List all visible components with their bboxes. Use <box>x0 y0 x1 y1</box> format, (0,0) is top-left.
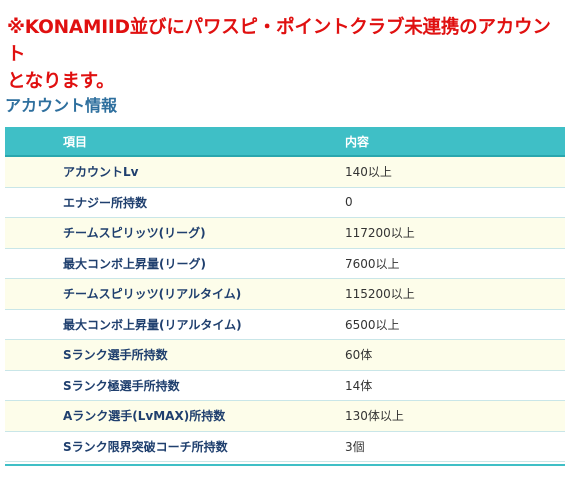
row-item: エナジー所持数 <box>5 187 285 218</box>
table-row: チームスピリッツ(リアルタイム) 115200以上 <box>5 278 565 310</box>
table-row: チームスピリッツ(リーグ) 117200以上 <box>5 217 565 249</box>
notice-line-2: となります。 <box>7 71 115 92</box>
row-value: 6500以上 <box>285 309 565 340</box>
row-item: Sランク極選手所持数 <box>5 370 285 401</box>
row-item: Sランク選手所持数 <box>5 339 285 371</box>
row-item: Aランク選手(LvMAX)所持数 <box>5 400 285 432</box>
row-value: 60体 <box>285 339 565 371</box>
row-value: 130体以上 <box>285 400 565 432</box>
row-item: チームスピリッツ(リアルタイム) <box>5 278 285 310</box>
table-row: Sランク選手所持数 60体 <box>5 339 565 371</box>
row-value: 117200以上 <box>285 217 565 249</box>
row-item: チームスピリッツ(リーグ) <box>5 217 285 249</box>
row-item: 最大コンボ上昇量(リーグ) <box>5 248 285 279</box>
header-value: 内容 <box>285 127 565 157</box>
row-item: 最大コンボ上昇量(リアルタイム) <box>5 309 285 340</box>
table-row: アカウントLv 140以上 <box>5 156 565 188</box>
header-item: 項目 <box>5 127 285 157</box>
section-title: アカウント情報 <box>5 96 118 115</box>
table-bottom-divider <box>5 464 565 466</box>
table-row: Aランク選手(LvMAX)所持数 130体以上 <box>5 400 565 432</box>
row-value: 14体 <box>285 370 565 401</box>
row-value: 7600以上 <box>285 248 565 279</box>
row-item: アカウントLv <box>5 156 285 188</box>
account-notice: ※KONAMIID並びにパワスピ・ポイントクラブ未連携のアカウント となります。 <box>7 14 567 95</box>
account-info-table: 項目 内容 アカウントLv 140以上 エナジー所持数 0 チームスピリッツ(リ… <box>5 127 565 466</box>
notice-line-1: ※KONAMIID並びにパワスピ・ポイントクラブ未連携のアカウント <box>7 17 551 65</box>
row-item: Sランク限界突破コーチ所持数 <box>5 431 285 462</box>
table-row: 最大コンボ上昇量(リーグ) 7600以上 <box>5 248 565 279</box>
row-value: 115200以上 <box>285 278 565 310</box>
row-value: 140以上 <box>285 156 565 188</box>
row-value: 3個 <box>285 431 565 462</box>
table-row: Sランク極選手所持数 14体 <box>5 370 565 401</box>
table-row: Sランク限界突破コーチ所持数 3個 <box>5 431 565 462</box>
table-header-row: 項目 内容 <box>5 127 565 157</box>
table-row: 最大コンボ上昇量(リアルタイム) 6500以上 <box>5 309 565 340</box>
row-value: 0 <box>285 187 565 218</box>
table-row: エナジー所持数 0 <box>5 187 565 218</box>
